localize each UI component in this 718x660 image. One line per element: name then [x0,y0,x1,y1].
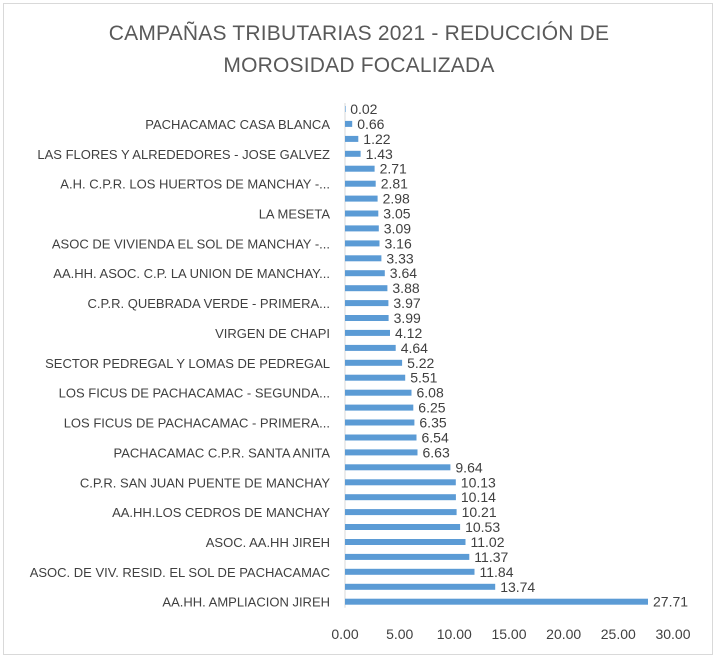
category-label: VIRGEN DE CHAPI [215,326,330,341]
bar [345,195,378,202]
category-label: PACHACAMAC CASA BLANCA [145,117,330,132]
data-label: 9.64 [455,459,482,475]
x-tick-label: 15.00 [491,626,526,642]
category-label: C.P.R. QUEBRADA VERDE - PRIMERA... [88,296,330,311]
bar [345,553,470,560]
bar [345,509,457,516]
bar [345,285,388,292]
bar [345,135,359,142]
data-label: 5.22 [407,355,434,371]
category-label: AA.HH. ASOC. C.P. LA UNION DE MANCHAY... [53,266,330,281]
data-label: 6.63 [423,444,450,460]
data-label: 1.22 [363,131,390,147]
bar [345,329,390,336]
category-label: SECTOR PEDREGAL Y LOMAS DE PEDREGAL [45,356,330,371]
x-tick-label: 20.00 [546,626,581,642]
chart-title-line-2: MOROSIDAD FOCALIZADA [223,54,495,77]
bar [345,494,456,501]
category-label: ASOC. AA.HH JIREH [206,535,330,550]
category-label: PACHACAMAC C.P.R. SANTA ANITA [114,445,331,460]
data-label: 6.08 [417,385,444,401]
data-label: 2.98 [383,191,410,207]
category-label: A.H. C.P.R. LOS HUERTOS DE MANCHAY -... [60,177,330,192]
bar [345,240,380,247]
data-label: 3.05 [383,206,410,222]
x-tick-label: 0.00 [331,626,358,642]
data-label: 3.09 [384,220,411,236]
bar [345,210,379,217]
bar [345,270,385,277]
bar [345,449,418,456]
data-label: 3.99 [394,310,421,326]
data-label: 1.43 [366,146,393,162]
x-tick-label: 5.00 [386,626,413,642]
x-tick-label: 25.00 [601,626,636,642]
category-label: AA.HH.LOS CEDROS DE MANCHAY [112,505,330,520]
bar [345,539,466,545]
data-label: 3.33 [386,250,413,266]
bar [345,359,403,366]
x-tick-label: 30.00 [655,626,690,642]
category-label: C.P.R. SAN JUAN PUENTE DE MANCHAY [80,475,331,490]
data-label: 4.64 [401,340,428,356]
bar [345,389,412,396]
data-label: 10.13 [461,474,496,490]
data-label: 10.53 [465,519,500,535]
category-label: ASOC. DE VIV. RESID. EL SOL DE PACHACAMA… [30,565,330,580]
bar [345,568,475,575]
data-label: 27.71 [653,594,688,610]
bar [345,344,396,351]
bar [345,180,376,187]
bar [345,598,648,605]
data-label: 11.02 [471,534,505,550]
bar [345,464,451,471]
bar [345,300,389,307]
bar [345,165,375,172]
data-label: 11.84 [480,564,514,580]
bar [345,120,353,127]
data-label: 2.71 [380,161,407,177]
data-label: 5.51 [410,370,437,386]
bar [345,479,456,486]
category-label: ASOC DE VIVIENDA EL SOL DE MANCHAY -... [52,236,330,251]
bar [345,583,496,590]
bar [345,315,389,321]
data-label: 6.35 [419,415,446,431]
data-label: 3.88 [392,280,419,296]
data-label: 3.16 [385,235,412,251]
data-label: 10.21 [462,504,497,520]
data-label: 0.66 [357,116,384,132]
data-label: 6.54 [422,430,449,446]
category-label: LA MESETA [259,207,331,222]
bar [345,255,382,262]
bar [345,419,415,426]
bar [345,106,346,112]
data-label: 3.97 [393,295,420,311]
chart-title-line-1: CAMPAÑAS TRIBUTARIAS 2021 - REDUCCIÓN DE [108,22,610,45]
bar [345,150,361,157]
category-label: LOS FICUS DE PACHACAMAC - SEGUNDA... [59,386,330,401]
data-label: 13.74 [500,579,535,595]
chart-frame [3,3,713,655]
data-label: 11.37 [474,549,508,565]
bar [345,374,406,381]
data-label: 6.25 [418,400,445,416]
data-label: 10.14 [461,489,496,505]
x-tick-label: 10.00 [437,626,472,642]
data-label: 0.02 [350,101,377,117]
bar [345,225,379,232]
data-label: 3.64 [390,265,417,281]
data-label: 2.81 [381,176,408,192]
bar [345,434,417,441]
data-label: 4.12 [395,325,422,341]
bar [345,524,461,530]
category-label: AA.HH. AMPLIACION JIREH [162,595,330,610]
category-label: LAS FLORES Y ALREDEDORES - JOSE GALVEZ [37,147,330,162]
bar [345,404,414,411]
category-label: LOS FICUS DE PACHACAMAC - PRIMERA... [64,416,330,431]
